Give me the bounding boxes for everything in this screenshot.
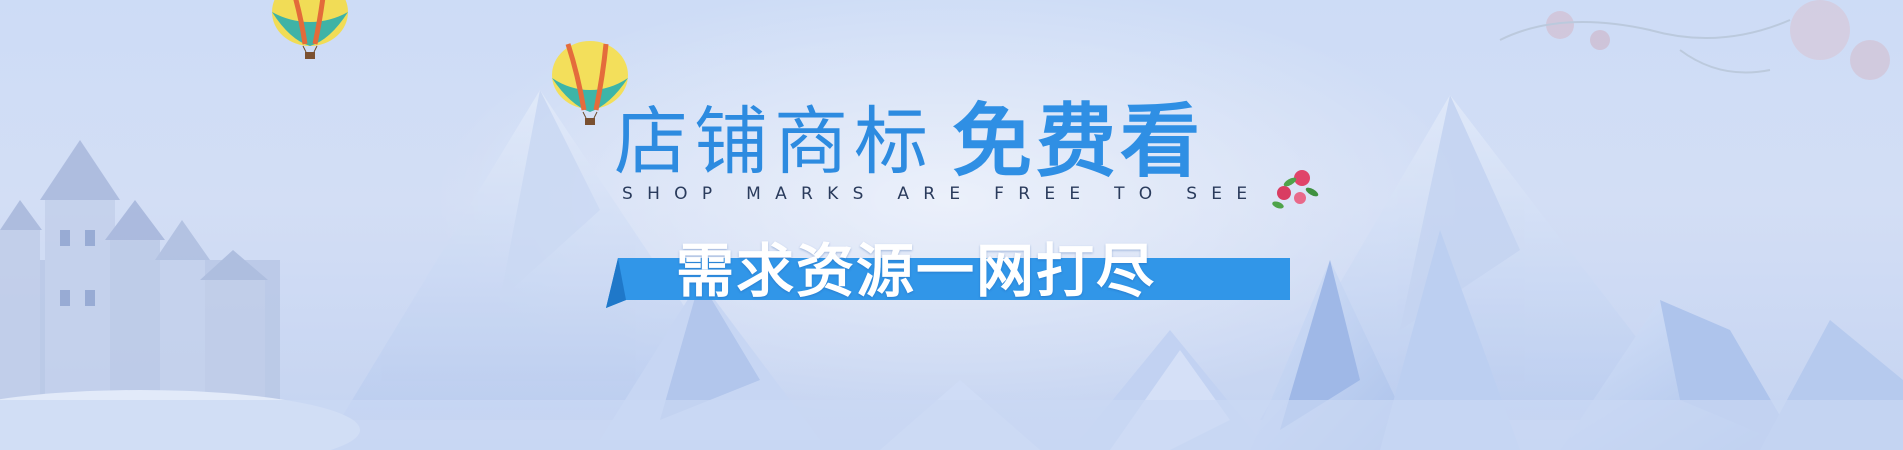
ribbon-text: 需求资源一网打尽 bbox=[676, 237, 1157, 305]
hot-air-balloon-icon bbox=[552, 41, 628, 125]
banner-title: 店铺商标 免费看 bbox=[614, 96, 1204, 188]
flower-decoration bbox=[1499, 0, 1890, 80]
ribbon-background bbox=[606, 258, 1290, 308]
rose-icon bbox=[1272, 170, 1319, 209]
hot-air-balloon-icon bbox=[272, 0, 348, 59]
banner-subtitle: SHOP MARKS ARE FREE TO SEE bbox=[622, 184, 1262, 204]
title-bold-text: 免费看 bbox=[952, 95, 1204, 188]
title-thin-text: 店铺商标 bbox=[614, 99, 934, 185]
